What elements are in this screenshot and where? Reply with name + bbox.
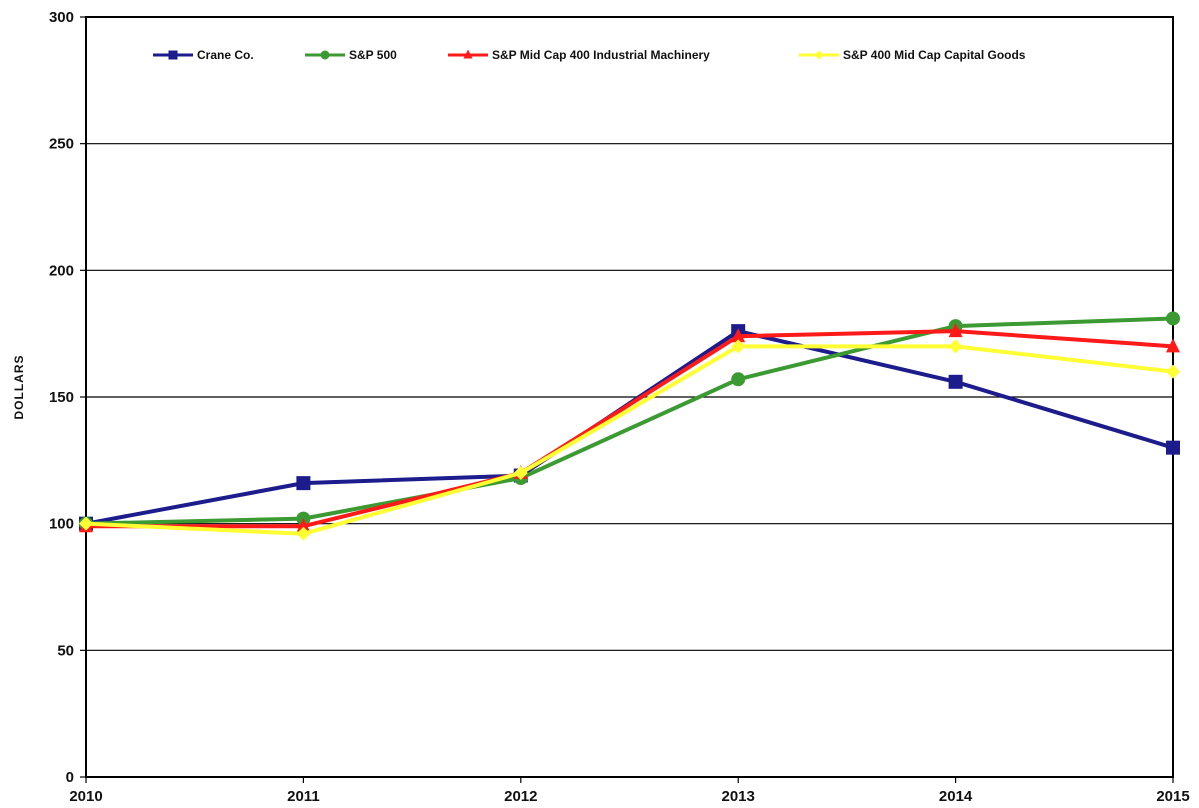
plot-area-frame xyxy=(85,16,1174,778)
data-point xyxy=(296,518,311,533)
legend-marker xyxy=(814,50,824,60)
x-tick-label: 2015 xyxy=(1156,788,1189,805)
legend: Crane Co. S&P 500 S&P Mid Cap 400 Industri… xyxy=(153,48,1026,62)
y-tick-label: 150 xyxy=(49,389,74,406)
x-axis-ticks: 2010 2011 2012 2013 2014 2015 xyxy=(69,777,1190,805)
legend-label: S&P 400 Mid Cap Capital Goods xyxy=(843,48,1026,62)
y-tick-label: 200 xyxy=(49,262,74,279)
data-point xyxy=(948,374,963,389)
legend-item: Crane Co. xyxy=(153,48,254,62)
legend-label: Crane Co. xyxy=(197,48,254,62)
legend-item: S&P 500 xyxy=(305,48,397,62)
series-lines xyxy=(79,311,1180,541)
series-line xyxy=(85,344,1174,536)
x-tick-label: 2013 xyxy=(722,788,755,805)
data-point xyxy=(948,339,963,354)
y-tick-label: 300 xyxy=(49,9,74,26)
y-axis-ticks: 0 50 100 150 200 250 300 xyxy=(49,9,86,786)
data-point xyxy=(513,466,528,480)
legend-marker xyxy=(320,50,330,60)
legend-label: S&P 500 xyxy=(349,48,397,62)
x-tick-label: 2012 xyxy=(504,788,537,805)
y-tick-label: 100 xyxy=(49,516,74,533)
data-point xyxy=(79,516,93,531)
data-point xyxy=(296,476,311,491)
data-point xyxy=(731,372,746,387)
data-point xyxy=(1166,311,1180,326)
series-line xyxy=(85,316,1174,526)
data-point xyxy=(296,526,311,541)
data-point xyxy=(948,323,963,338)
legend-label: S&P Mid Cap 400 Industrial Machinery xyxy=(492,48,710,62)
y-tick-label: 0 xyxy=(66,769,74,786)
data-point xyxy=(731,339,746,354)
data-point xyxy=(1166,364,1180,379)
legend-marker xyxy=(168,50,178,60)
data-point xyxy=(1166,440,1180,455)
data-point xyxy=(1166,338,1180,353)
x-tick-label: 2014 xyxy=(939,788,973,805)
y-tick-label: 50 xyxy=(57,642,74,659)
series-1 xyxy=(79,311,1180,531)
legend-marker xyxy=(463,49,473,59)
legend-item: S&P 400 Mid Cap Capital Goods xyxy=(799,48,1026,62)
y-tick-label: 250 xyxy=(49,136,74,153)
data-point xyxy=(731,328,746,343)
x-tick-label: 2010 xyxy=(69,788,102,805)
y-axis-label: DOLLARS xyxy=(12,355,26,420)
series-line xyxy=(86,329,1174,529)
series-3 xyxy=(79,339,1180,541)
x-tick-label: 2011 xyxy=(287,788,320,805)
legend-item: S&P Mid Cap 400 Industrial Machinery xyxy=(448,48,710,62)
